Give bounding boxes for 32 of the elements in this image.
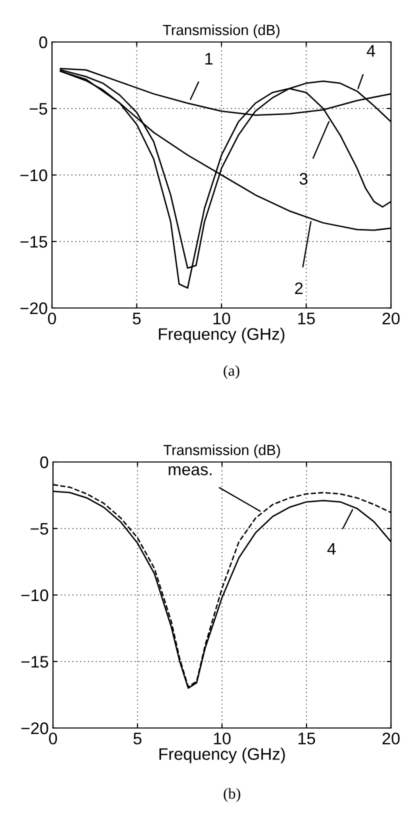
x-tick-label: 15 bbox=[298, 732, 316, 744]
annotation: 1 bbox=[205, 53, 213, 64]
y-tick-label: −20 bbox=[21, 722, 48, 734]
x-tick-label: 20 bbox=[382, 732, 400, 744]
y-tick-label: −5 bbox=[30, 523, 48, 535]
x-axis-title: Frequency (GHz) bbox=[158, 328, 284, 344]
x-tick-label: 20 bbox=[382, 312, 400, 324]
text: (b) bbox=[224, 788, 240, 802]
chart-title: Transmission (dB) bbox=[162, 24, 280, 38]
y-tick-label: −10 bbox=[21, 589, 48, 602]
x-tick-label: 10 bbox=[214, 732, 231, 744]
y-tick-label: −10 bbox=[20, 169, 48, 182]
annotation: 4 bbox=[327, 543, 336, 555]
x-axis-title: Frequency (GHz) bbox=[159, 748, 285, 764]
x-tick-label: 5 bbox=[134, 732, 142, 744]
chart-title: Transmission (dB) bbox=[163, 444, 280, 458]
y-tick-label: 0 bbox=[39, 36, 48, 48]
y-tick-label: −20 bbox=[20, 302, 48, 314]
x-tick-label: 10 bbox=[214, 312, 230, 324]
y-tick-label: −15 bbox=[21, 656, 48, 668]
annotation: 4 bbox=[366, 45, 376, 57]
y-tick-label: −15 bbox=[20, 236, 48, 248]
y-tick-label: −5 bbox=[30, 103, 48, 115]
x-tick-label: 5 bbox=[132, 312, 141, 324]
x-tick-label: 0 bbox=[48, 312, 56, 324]
annotation: 3 bbox=[300, 172, 308, 185]
y-tick-label: 0 bbox=[40, 456, 48, 468]
text: (a) bbox=[224, 365, 240, 379]
annotation: 2 bbox=[295, 282, 303, 294]
x-tick-label: 15 bbox=[298, 312, 315, 324]
annotation: meas. bbox=[168, 466, 212, 476]
x-tick-label: 0 bbox=[49, 732, 57, 744]
